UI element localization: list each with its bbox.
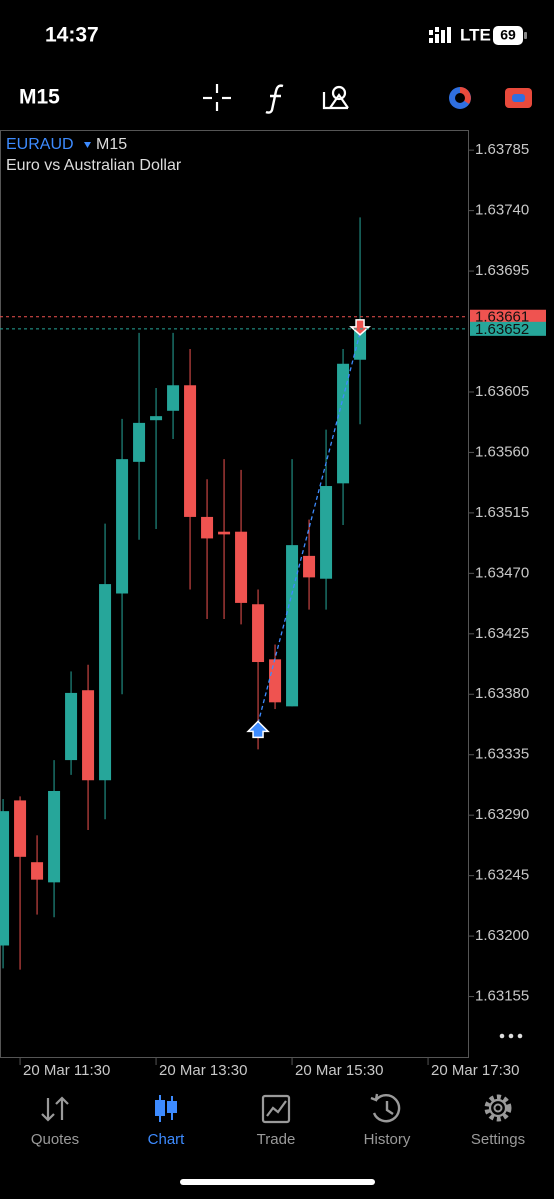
ask-tag [470,309,546,324]
y-tick-label: 1.63245 [475,867,529,884]
y-tick-label: 1.63470 [475,564,529,581]
symbol-label[interactable]: EURAUD [6,136,74,153]
nav-tab-label[interactable]: Settings [471,1131,525,1148]
timeframe-button[interactable]: M15 [19,86,60,109]
status-time: 14:37 [45,24,99,47]
y-tick-label: 1.63155 [475,988,529,1005]
home-indicator [180,1179,375,1185]
bid-label: 1.63652 [475,321,529,338]
x-tick-label: 20 Mar 15:30 [295,1062,383,1079]
objects-button[interactable] [322,85,349,110]
candle-body [167,385,180,411]
bid-tag [470,321,546,336]
candle-body [0,811,10,946]
chart-timeframe: M15 [96,136,127,153]
buy-arrow [246,720,270,739]
y-tick-label: 1.63695 [475,262,529,279]
crosshair-button[interactable] [203,84,231,111]
y-tick-label: 1.63290 [475,806,529,823]
trade-link [257,332,361,724]
y-tick-label: 1.63335 [475,746,529,763]
candle-body [337,363,350,484]
chart-frame [0,130,469,1058]
plot-area [0,217,372,970]
candle-body [252,604,265,663]
sell-arrow [349,319,372,336]
candle-body [31,862,44,880]
candle-body [286,545,299,707]
y-tick-label: 1.63425 [475,625,529,642]
candle-body [354,328,367,360]
candle-body [320,486,333,579]
candle-body [48,790,61,883]
candle-body [150,416,163,421]
trade-button[interactable] [505,88,532,108]
candle-body [14,800,27,857]
nav-tab-label[interactable]: History [364,1131,411,1148]
battery-level: 69 [500,27,516,43]
nav-labels: Quotes Chart Trade History Settings [31,1131,525,1148]
candle-body [116,459,129,594]
candle-body [65,692,78,761]
battery-tip [524,32,527,39]
chart-icon[interactable] [155,1095,177,1122]
history-icon[interactable] [370,1093,401,1123]
candle-body [201,516,214,539]
y-tick-label: 1.63605 [475,383,529,400]
signal-icon [429,27,451,43]
nav-tab-label[interactable]: Quotes [31,1131,79,1148]
candle-body [218,531,231,535]
more-button[interactable] [499,1033,523,1039]
trade-icon[interactable] [261,1094,291,1124]
y-tick-label: 1.63740 [475,202,529,219]
x-tick-label: 20 Mar 13:30 [159,1062,247,1079]
nav-tab-label[interactable]: Chart [148,1131,186,1148]
candle-body [303,555,316,578]
symbol-dropdown[interactable] [84,142,91,148]
candle-body [269,659,282,703]
battery-icon [493,26,523,45]
candle-body [184,385,197,517]
ask-label: 1.63661 [475,309,529,326]
quotes-icon[interactable] [41,1096,69,1122]
settings-icon[interactable] [484,1094,512,1122]
candle-body [99,584,112,781]
y-tick-label: 1.63515 [475,504,529,521]
network-label: LTE [460,25,491,44]
indicators-button[interactable] [265,84,284,114]
candle-body [235,531,248,603]
nav-tab-label[interactable]: Trade [257,1131,296,1148]
y-tick-label: 1.63380 [475,685,529,702]
y-tick-label: 1.63200 [475,927,529,944]
x-tick-label: 20 Mar 11:30 [23,1062,110,1079]
candle-body [82,690,95,781]
y-tick-label: 1.63560 [475,443,529,460]
x-tick-label: 20 Mar 17:30 [431,1062,519,1079]
account-button[interactable] [449,87,471,109]
chart-title: Euro vs Australian Dollar [6,157,182,174]
y-tick-label: 1.63785 [475,141,529,158]
candle-body [133,422,146,462]
